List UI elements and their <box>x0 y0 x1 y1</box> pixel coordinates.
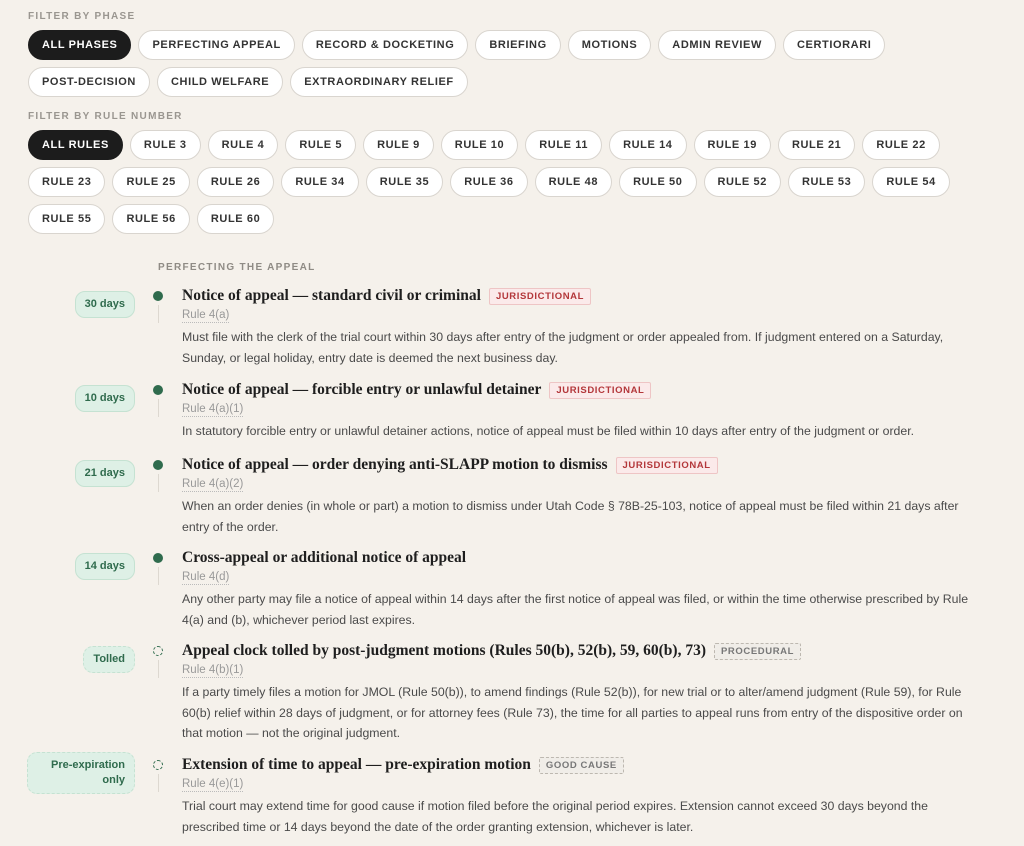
rule-filter-chips: ALL RULES RULE 3 RULE 4 RULE 5 RULE 9 RULE 10… <box>28 130 1008 234</box>
entry-tag: GOOD CAUSE <box>538 756 624 774</box>
entry-tag: JURISDICTIONAL <box>488 287 592 305</box>
entry-title: Notice of appeal — standard civil or cri… <box>182 287 592 305</box>
rule-reference-link[interactable]: Rule 4(a) <box>182 309 230 323</box>
rule-chip[interactable]: RULE 10 <box>440 130 519 160</box>
rule-chip[interactable]: RULE 56 <box>112 204 190 234</box>
rule-chip[interactable]: RULE 9 <box>363 130 434 160</box>
phase-chip[interactable]: CHILD WELFARE <box>156 67 284 97</box>
rule-chip[interactable]: RULE 25 <box>112 167 190 197</box>
rule-chip[interactable]: RULE 11 <box>525 130 603 160</box>
rule-chip[interactable]: RULE 19 <box>693 130 771 160</box>
entry-title-text: Extension of time to appeal — pre-expira… <box>182 756 531 773</box>
entry-title-text: Notice of appeal — forcible entry or unl… <box>182 381 542 398</box>
phase-chip[interactable]: PERFECTING APPEAL <box>138 30 295 60</box>
timeline-line <box>158 774 159 792</box>
rule-chip[interactable]: RULE 35 <box>365 167 444 197</box>
phase-chip[interactable]: BRIEFING <box>475 30 561 60</box>
entry-description: Any other party may file a notice of app… <box>182 592 969 627</box>
rule-chip[interactable]: RULE 55 <box>28 204 106 234</box>
rule-chip[interactable]: RULE 52 <box>703 167 781 197</box>
rule-chip[interactable]: RULE 14 <box>609 130 687 160</box>
rule-chip[interactable]: ALL RULES <box>28 130 123 160</box>
entry-tag: PROCEDURAL <box>714 642 802 660</box>
rule-chip[interactable]: RULE 4 <box>207 130 279 160</box>
phase-filter-label: FILTER BY PHASE <box>28 11 136 22</box>
deadline-badge: 10 days <box>74 385 135 412</box>
rule-chip[interactable]: RULE 48 <box>534 167 613 197</box>
timeline-dashed-dot-icon <box>153 646 163 656</box>
entry-title-text: Notice of appeal — order denying anti-SL… <box>182 456 608 473</box>
entry-tag: JURISDICTIONAL <box>615 456 718 474</box>
entry-title: Notice of appeal — forcible entry or unl… <box>182 381 652 399</box>
section-heading: PERFECTING THE APPEAL <box>158 262 316 273</box>
deadline-badge: Pre-expiration only <box>27 752 135 794</box>
phase-chip[interactable]: POST-DECISION <box>28 67 150 97</box>
phase-chip[interactable]: CERTIORARI <box>782 30 886 60</box>
rule-chip[interactable]: RULE 21 <box>777 130 856 160</box>
timeline-line <box>158 567 159 585</box>
rule-chip[interactable]: RULE 23 <box>28 167 106 197</box>
phase-chip[interactable]: RECORD & DOCKETING <box>301 30 469 60</box>
deadline-badge: 14 days <box>74 553 135 580</box>
rule-chip[interactable]: RULE 53 <box>787 167 866 197</box>
entry-title-text: Notice of appeal — standard civil or cri… <box>182 287 481 304</box>
rule-chip[interactable]: RULE 26 <box>196 167 275 197</box>
timeline-dot-icon <box>153 385 163 395</box>
rule-chip[interactable]: RULE 22 <box>862 130 940 160</box>
phase-chip[interactable]: ALL PHASES <box>28 30 132 60</box>
deadline-badge: Tolled <box>83 646 135 673</box>
rule-chip[interactable]: RULE 54 <box>872 167 950 197</box>
entry-tag: JURISDICTIONAL <box>549 381 652 399</box>
phase-chip[interactable]: ADMIN REVIEW <box>658 30 776 60</box>
rule-reference-link[interactable]: Rule 4(e)(1) <box>182 778 244 792</box>
phase-chip[interactable]: EXTRAORDINARY RELIEF <box>290 67 468 97</box>
entry-title: Notice of appeal — order denying anti-SL… <box>182 456 718 474</box>
rule-chip[interactable]: RULE 3 <box>129 130 201 160</box>
rule-reference-link[interactable]: Rule 4(a)(1) <box>182 403 244 417</box>
entry-title: Cross-appeal or additional notice of app… <box>182 549 466 567</box>
timeline-line <box>158 305 159 323</box>
entry-description: Trial court may extend time for good cau… <box>182 799 928 834</box>
entry-description: When an order denies (in whole or part) … <box>182 499 959 534</box>
timeline-line <box>158 399 159 417</box>
rule-chip[interactable]: RULE 50 <box>619 167 697 197</box>
rule-chip[interactable]: RULE 5 <box>285 130 357 160</box>
rule-chip[interactable]: RULE 36 <box>450 167 528 197</box>
entry-title: Appeal clock tolled by post-judgment mot… <box>182 642 802 660</box>
entry-title-text: Appeal clock tolled by post-judgment mot… <box>182 642 706 659</box>
timeline-line <box>158 660 159 678</box>
timeline-dashed-dot-icon <box>153 760 163 770</box>
entry-description: Must file with the clerk of the trial co… <box>182 330 944 365</box>
rule-chip[interactable]: RULE 34 <box>281 167 359 197</box>
timeline-dot-icon <box>153 460 163 470</box>
entry-title: Extension of time to appeal — pre-expira… <box>182 756 624 774</box>
phase-chip[interactable]: MOTIONS <box>567 30 652 60</box>
timeline-dot-icon <box>153 291 163 301</box>
entry-description: In statutory forcible entry or unlawful … <box>182 424 915 438</box>
rule-filter-label: FILTER BY RULE NUMBER <box>28 111 183 122</box>
timeline-line <box>158 474 159 492</box>
deadline-badge: 21 days <box>74 460 135 487</box>
entry-description: If a party timely files a motion for JMO… <box>182 685 963 740</box>
rule-reference-link[interactable]: Rule 4(b)(1) <box>182 664 244 678</box>
rule-chip[interactable]: RULE 60 <box>196 204 275 234</box>
rule-reference-link[interactable]: Rule 4(a)(2) <box>182 478 244 492</box>
rule-reference-link[interactable]: Rule 4(d) <box>182 571 230 585</box>
entry-title-text: Cross-appeal or additional notice of app… <box>182 549 467 566</box>
deadline-badge: 30 days <box>74 291 135 318</box>
timeline-dot-icon <box>153 553 163 563</box>
phase-filter-chips: ALL PHASES PERFECTING APPEAL RECORD & DOCK… <box>28 30 1008 97</box>
